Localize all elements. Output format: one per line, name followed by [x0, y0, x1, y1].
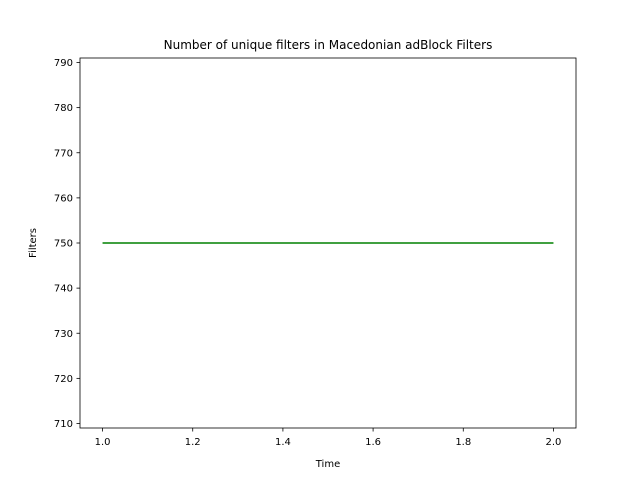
y-tick-label: 790	[54, 58, 73, 69]
x-tick-label: 1.6	[365, 437, 381, 448]
y-tick-label: 730	[54, 329, 73, 340]
x-tick-label: 1.0	[95, 437, 111, 448]
x-tick-label: 1.4	[275, 437, 291, 448]
x-axis-ticks: 1.0 1.2 1.4 1.6 1.8 2.0	[95, 428, 562, 448]
y-tick-label: 720	[54, 374, 73, 385]
x-tick-label: 2.0	[546, 437, 562, 448]
y-tick-label: 760	[54, 193, 73, 204]
x-axis-label: Time	[315, 459, 340, 470]
chart-title: Number of unique filters in Macedonian a…	[164, 38, 493, 52]
y-tick-label: 750	[54, 239, 73, 250]
y-tick-label: 740	[54, 284, 73, 295]
y-tick-label: 770	[54, 148, 73, 159]
x-tick-label: 1.2	[185, 437, 201, 448]
x-tick-label: 1.8	[455, 437, 471, 448]
y-axis-ticks: 710 720 730 740 750 760 770 780 790	[54, 58, 80, 430]
y-axis-label: Filters	[28, 228, 39, 258]
y-tick-label: 780	[54, 103, 73, 114]
y-tick-label: 710	[54, 419, 73, 430]
